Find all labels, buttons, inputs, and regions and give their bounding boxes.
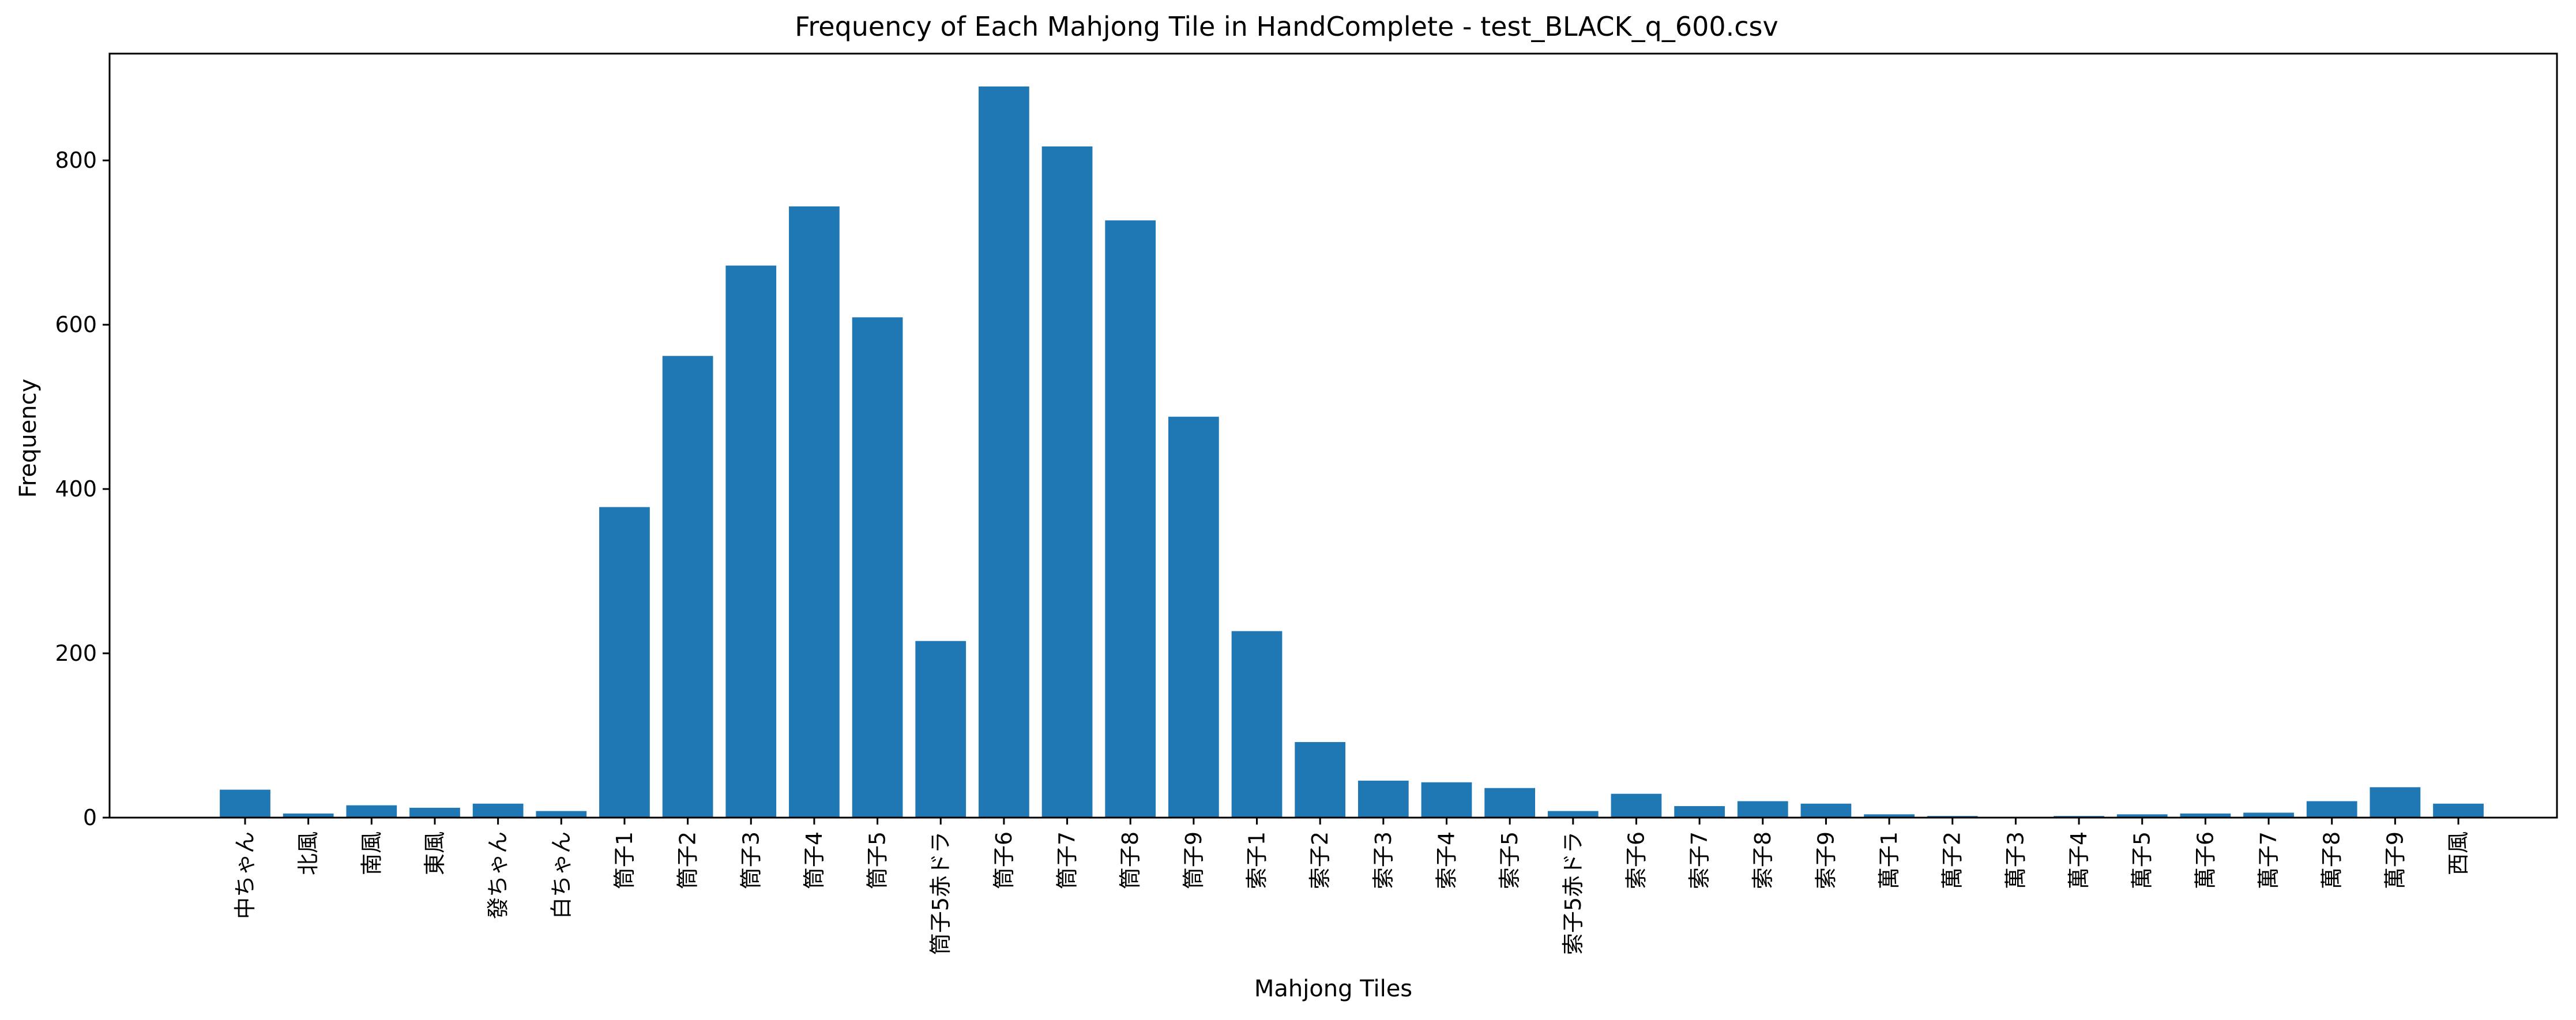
x-tick-label: 萬子7 <box>2256 831 2281 889</box>
bar-6 <box>599 507 650 818</box>
bar-0 <box>220 789 270 818</box>
bar-11 <box>915 641 967 818</box>
bar-20 <box>1484 788 1536 818</box>
bar-22 <box>1611 793 1662 818</box>
bar-24 <box>1737 801 1788 818</box>
bar-19 <box>1421 782 1472 818</box>
bar-25 <box>1800 803 1852 818</box>
x-tick-label: 萬子4 <box>2066 831 2092 889</box>
bar-8 <box>725 265 777 818</box>
bar-3 <box>409 807 460 818</box>
chart-title: Frequency of Each Mahjong Tile in HandCo… <box>795 11 1778 42</box>
bar-26 <box>1864 814 1915 818</box>
bar-9 <box>789 206 840 818</box>
bar-7 <box>662 356 713 818</box>
x-tick-label: 萬子1 <box>1876 831 1902 889</box>
bar-35 <box>2433 803 2484 818</box>
bar-10 <box>852 317 903 818</box>
x-tick-label: 索子5 <box>1497 831 1522 889</box>
x-tick-label: 筒子7 <box>1055 831 1080 889</box>
x-tick-label: 索子5赤ドラ <box>1560 831 1586 955</box>
bar-13 <box>1041 146 1093 818</box>
y-tick-label: 400 <box>55 476 97 502</box>
x-tick-label: 白ちゃん <box>548 831 574 919</box>
x-tick-label: 筒子6 <box>991 831 1017 889</box>
y-axis-label: Frequency <box>15 379 42 498</box>
bar-2 <box>346 805 397 818</box>
x-tick-label: 筒子2 <box>675 831 701 889</box>
x-tick-label: 索子2 <box>1307 831 1333 889</box>
y-tick-label: 200 <box>55 641 97 666</box>
plot-frame <box>108 52 2558 819</box>
bar-23 <box>1674 806 1725 818</box>
x-tick-label: 西風 <box>2446 831 2471 875</box>
bar-12 <box>979 86 1029 818</box>
x-axis: 中ちゃん 北風 南風 東風 發ちゃん 白ちゃん 筒子1 筒子2 筒子3 筒子4 筒子5 筒子5赤ドラ 筒… <box>232 818 2471 955</box>
x-tick-label: 索子7 <box>1687 831 1712 889</box>
x-tick-label: 發ちゃん <box>486 831 511 919</box>
x-tick-label: 萬子2 <box>1940 831 1965 889</box>
x-tick-label: 筒子4 <box>802 831 827 889</box>
x-axis-label: Mahjong Tiles <box>1254 976 1412 1002</box>
x-tick-label: 萬子9 <box>2382 831 2408 889</box>
x-tick-label: 筒子8 <box>1118 831 1143 889</box>
x-tick-label: 索子8 <box>1750 831 1776 889</box>
bar-31 <box>2180 813 2231 818</box>
bar-16 <box>1231 631 1283 818</box>
y-tick-label: 800 <box>55 148 97 173</box>
bar-14 <box>1105 220 1156 818</box>
x-tick-label: 索子1 <box>1244 831 1270 889</box>
bar-1 <box>283 813 334 818</box>
x-tick-label: 萬子5 <box>2130 831 2155 889</box>
bar-30 <box>2116 814 2168 818</box>
x-tick-label: 筒子5 <box>865 831 890 889</box>
x-tick-label: 東風 <box>422 831 447 875</box>
x-tick-label: 筒子1 <box>612 831 637 889</box>
x-tick-label: 筒子9 <box>1181 831 1206 889</box>
x-tick-label: 索子4 <box>1434 831 1459 889</box>
y-axis: 0 200 400 600 800 <box>55 148 110 830</box>
x-tick-label: 索子6 <box>1623 831 1649 889</box>
bar-34 <box>2370 787 2421 818</box>
x-tick-label: 萬子8 <box>2319 831 2345 889</box>
bar-4 <box>472 803 524 818</box>
x-tick-label: 索子3 <box>1371 831 1396 889</box>
bar-18 <box>1357 780 1409 818</box>
bars-group <box>220 86 2484 818</box>
x-tick-label: 北風 <box>296 831 321 875</box>
x-tick-label: 南風 <box>359 831 384 875</box>
x-tick-label: 索子9 <box>1813 831 1838 889</box>
bar-5 <box>536 811 587 818</box>
bar-33 <box>2306 801 2357 818</box>
y-tick-label: 600 <box>55 312 97 337</box>
bar-32 <box>2243 812 2294 818</box>
bar-15 <box>1168 416 1219 818</box>
x-tick-label: 筒子3 <box>738 831 764 889</box>
bar-21 <box>1547 811 1599 818</box>
bar-17 <box>1295 742 1346 818</box>
x-tick-label: 筒子5赤ドラ <box>928 831 953 955</box>
x-tick-label: 萬子3 <box>2003 831 2028 889</box>
y-tick-label: 0 <box>83 805 97 830</box>
x-tick-label: 萬子6 <box>2193 831 2218 889</box>
x-tick-label: 中ちゃん <box>232 831 258 919</box>
